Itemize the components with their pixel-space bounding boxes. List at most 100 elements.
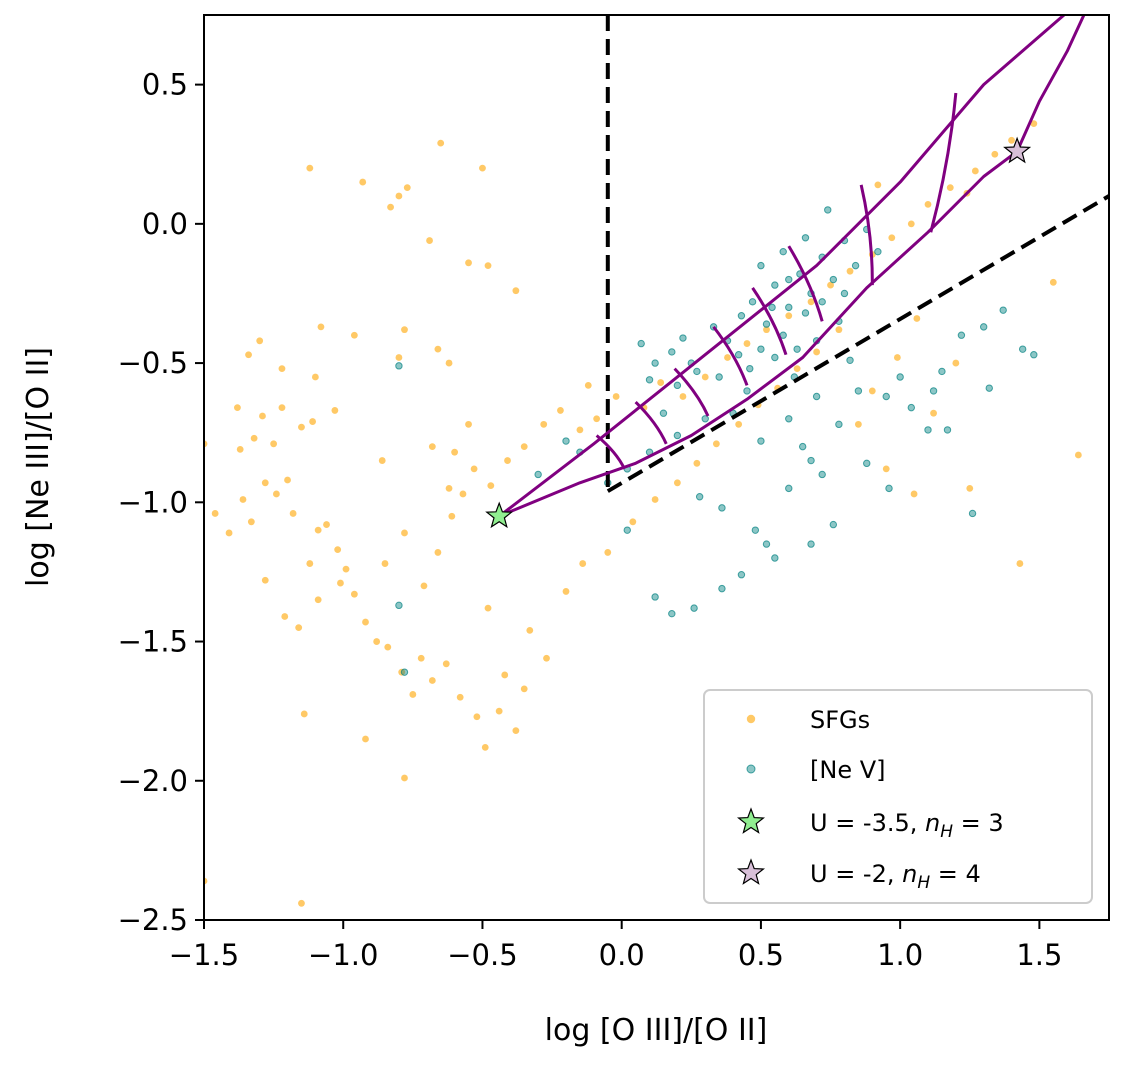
ne-v-point	[718, 584, 726, 593]
sfg-point	[311, 373, 319, 381]
sfg-point	[256, 337, 264, 345]
sfg-point	[445, 359, 453, 367]
ne-v-point	[690, 604, 698, 612]
ne-v-point	[673, 431, 682, 440]
x-tick-label: −0.5	[447, 938, 517, 972]
ne-v-point	[757, 437, 765, 445]
sfg-point	[236, 446, 244, 453]
sfg-point	[576, 426, 584, 434]
ne-v-point	[771, 554, 779, 562]
legend-box	[703, 689, 1093, 904]
sfg-point	[835, 326, 843, 334]
sfg-point	[913, 315, 921, 322]
sfg-point	[813, 348, 821, 356]
sfg-point	[893, 354, 901, 361]
sfg-point	[245, 351, 252, 359]
sfg-point	[381, 560, 389, 567]
sfg-point	[470, 465, 478, 473]
sfg-point	[966, 484, 974, 492]
legend-label: U = -2, nH = 4	[810, 860, 981, 893]
sfg-point	[437, 139, 445, 147]
sfg-point	[629, 518, 637, 526]
ne-v-point	[762, 320, 771, 328]
sfg-point	[278, 404, 286, 412]
ne-v-point	[743, 387, 751, 395]
ne-v-point	[863, 459, 871, 468]
sfg-point	[593, 415, 601, 423]
ne-v-point	[907, 403, 915, 412]
sfg-point	[261, 479, 269, 487]
legend-label: U = -3.5, nH = 3	[810, 809, 1004, 842]
sfg-point	[888, 234, 896, 242]
sfg-point	[679, 393, 687, 400]
sfg-point	[557, 407, 564, 414]
ne-v-point	[651, 593, 659, 601]
model-grid-rung	[787, 245, 824, 322]
sfg-point	[211, 510, 219, 517]
sfg-point	[484, 604, 492, 612]
sfg-point	[250, 434, 258, 442]
ne-v-point	[748, 298, 757, 306]
star-marker-low	[485, 501, 514, 529]
sfg-point	[543, 654, 550, 662]
sfg-point	[874, 181, 882, 189]
ne-v-point	[807, 540, 815, 548]
sfg-point	[298, 423, 305, 431]
sfg-point	[562, 588, 570, 595]
ne-v-point	[718, 504, 726, 512]
sfg-point	[712, 440, 720, 448]
sfg-point	[295, 624, 303, 632]
y-tick-label: 0.0	[142, 207, 188, 241]
ne-v-point	[885, 484, 893, 493]
sfg-point	[487, 482, 495, 489]
ne-v-point	[695, 493, 704, 501]
ne-v-point	[985, 384, 993, 392]
sfg-point	[504, 457, 511, 464]
ne-v-point	[846, 356, 854, 364]
sfg-point	[428, 677, 436, 684]
sfg-point	[395, 354, 403, 361]
sfg-point	[289, 510, 297, 517]
sfg-point	[846, 267, 854, 275]
sfg-point	[512, 287, 520, 295]
ne-v-point	[818, 298, 826, 306]
star-marker-high	[1003, 136, 1032, 164]
series-sfgs	[204, 120, 1082, 907]
sfg-point	[331, 407, 339, 414]
ne-v-point	[562, 437, 570, 445]
ne-v-point	[785, 415, 793, 423]
ne-v-point	[812, 392, 821, 401]
ne-v-point	[1030, 351, 1038, 359]
ne-v-point	[938, 367, 946, 376]
sfg-point	[239, 496, 247, 503]
sfg-point	[259, 412, 266, 420]
ne-v-point	[395, 601, 403, 610]
sfg-point	[1074, 451, 1082, 459]
sfg-point	[442, 660, 450, 668]
sfg-point	[359, 178, 367, 186]
model-grid-rung	[634, 400, 668, 445]
ne-v-point	[757, 261, 765, 270]
sfg-point	[930, 409, 937, 417]
sfg-point	[362, 618, 369, 626]
demarcation-line	[606, 194, 1109, 493]
sfg-point	[584, 381, 592, 389]
sfg-point	[428, 443, 436, 451]
legend-marker	[736, 858, 766, 885]
ne-v-point	[801, 234, 810, 242]
sfg-point	[910, 490, 918, 498]
ne-v-point	[659, 409, 668, 417]
ne-v-point	[979, 323, 988, 331]
sfg-point	[395, 192, 403, 200]
sfg-point	[520, 443, 528, 451]
sfg-point	[337, 579, 344, 587]
sfg-point	[604, 549, 612, 556]
sfg-point	[1016, 560, 1024, 567]
sfg-point	[854, 420, 862, 428]
x-tick-label: 1.0	[877, 938, 923, 972]
sfg-point	[434, 345, 442, 353]
sfg-point	[314, 526, 322, 534]
model-grid-lower-edge	[498, 150, 1019, 518]
ne-v-point	[668, 348, 676, 356]
sfg-point	[735, 420, 743, 428]
